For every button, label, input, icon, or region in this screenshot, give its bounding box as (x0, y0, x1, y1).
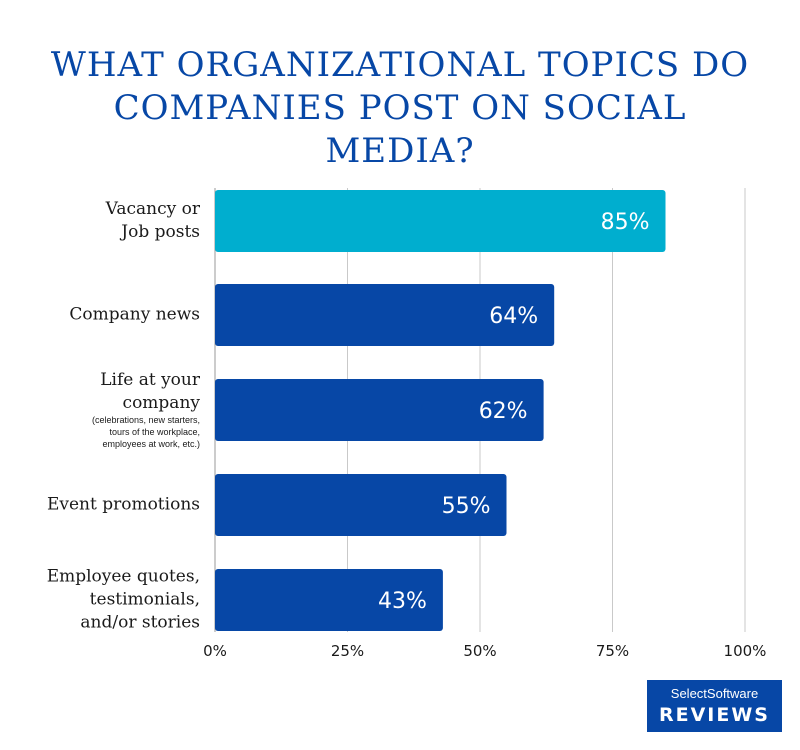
logo-line-1: SelectSoftware (670, 686, 759, 701)
bar (215, 284, 555, 346)
category-label: Employee quotes, (47, 567, 200, 587)
x-axis-ticks: 0% 25% 50% 75% 100% (203, 642, 766, 660)
bar-value-label: 62% (479, 399, 528, 424)
category-label: Life at your (100, 370, 201, 390)
gridlines (214, 188, 746, 632)
category-label: company (123, 393, 201, 413)
bar-value-label: 85% (601, 210, 650, 235)
category-label: Job posts (119, 222, 200, 242)
category-note: (celebrations, new starters, (92, 415, 200, 425)
category-note: tours of the workplace, (109, 427, 200, 437)
x-tick-label: 0% (203, 642, 227, 660)
category-label: Company news (69, 305, 200, 325)
bar (215, 569, 443, 631)
bar (215, 379, 544, 441)
category-note: employees at work, etc.) (102, 439, 200, 449)
bar-value-label: 43% (378, 589, 427, 614)
brand-logo: SelectSoftware REVIEWS (647, 680, 782, 732)
logo-line-2: REVIEWS (658, 704, 770, 726)
bars: 85% 64% 62% 55% 43% (215, 190, 666, 631)
bar (215, 474, 507, 536)
category-label: Event promotions (47, 495, 200, 515)
category-label: Vacancy or (105, 199, 201, 219)
x-tick-label: 25% (331, 642, 364, 660)
x-tick-label: 75% (596, 642, 629, 660)
bar-value-label: 64% (489, 304, 538, 329)
category-label: and/or stories (80, 613, 200, 633)
chart-title: WHAT ORGANIZATIONAL TOPICS DO COMPANIES … (50, 45, 750, 171)
category-label: testimonials, (90, 590, 200, 610)
x-tick-label: 100% (724, 642, 767, 660)
bar-value-label: 55% (442, 494, 491, 519)
bar (215, 190, 666, 252)
x-tick-label: 50% (463, 642, 496, 660)
category-labels: Vacancy or Job posts Company news Life at y… (47, 199, 201, 633)
